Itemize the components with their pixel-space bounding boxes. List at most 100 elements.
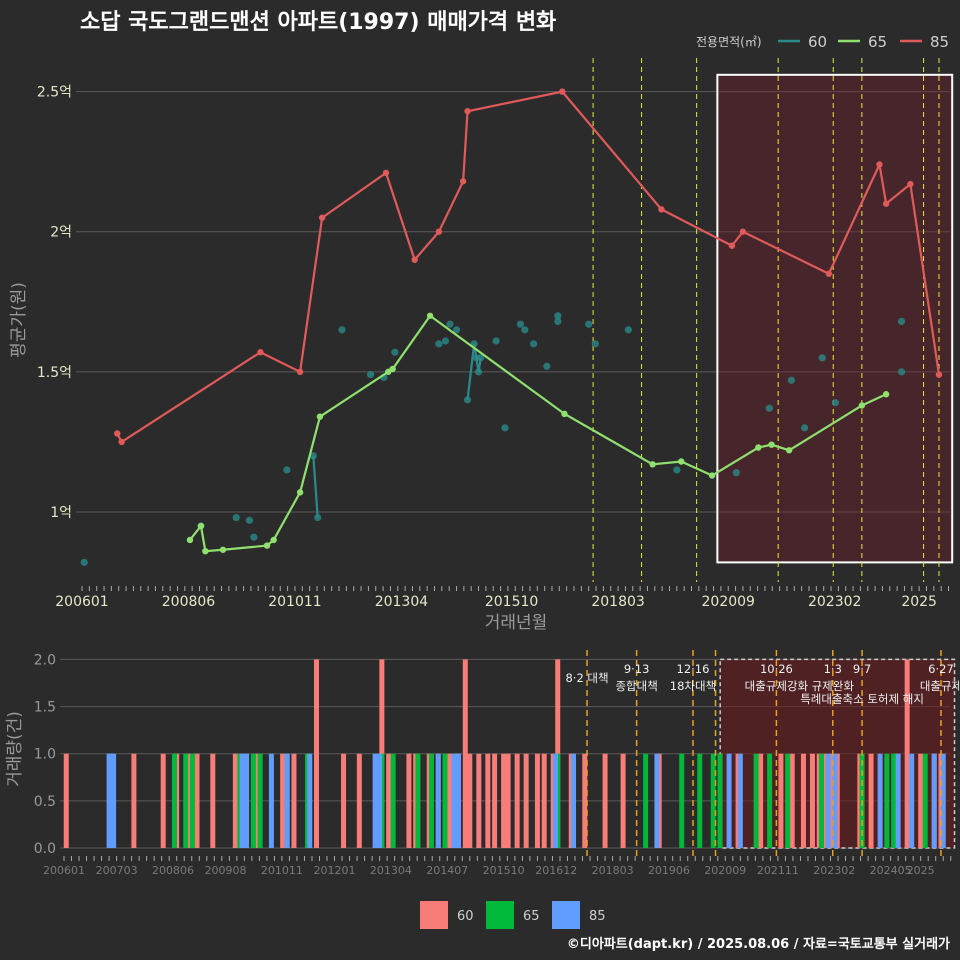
bar-85 <box>456 753 462 848</box>
bar-60 <box>386 753 392 848</box>
series-60-point <box>366 371 375 379</box>
x-tick-label: 200806 <box>152 864 194 877</box>
x-tick-label: 201304 <box>370 864 412 877</box>
series-60-point <box>530 340 538 348</box>
x-tick-label: 200601 <box>43 864 85 877</box>
series-60-point <box>732 469 740 477</box>
bar-60 <box>505 753 511 848</box>
bar-85 <box>284 753 290 848</box>
x-tick-label: 200703 <box>96 864 138 877</box>
bar-60 <box>918 753 924 848</box>
x-tick-label: 201011 <box>268 594 321 610</box>
bar-60 <box>602 753 608 848</box>
bar-65 <box>891 753 897 848</box>
series-60-point <box>673 466 681 474</box>
highlight-box <box>719 658 956 849</box>
series-65-point <box>768 441 775 448</box>
policy-label: 대출규제강화 <box>745 679 809 693</box>
series-85-point <box>739 228 747 235</box>
series-65-point <box>263 542 271 549</box>
bar-85 <box>909 753 915 848</box>
x-tick-label: 201407 <box>426 864 468 877</box>
bar-65 <box>415 753 421 848</box>
highlight-box <box>716 73 954 564</box>
series-65-point <box>389 365 396 373</box>
bar-60 <box>374 753 380 848</box>
bar-65 <box>767 753 773 848</box>
bar-60 <box>280 753 286 848</box>
x-tick-label: 200908 <box>205 864 247 877</box>
series-60-point <box>391 348 399 356</box>
bar-60 <box>356 753 362 848</box>
x-tick-label: 201906 <box>648 864 690 877</box>
policy-label: 규제완화 <box>812 679 855 693</box>
legend-label-60: 60 <box>808 33 827 51</box>
legend-key-65 <box>486 901 514 929</box>
policy-label: 1·3 <box>824 662 842 676</box>
policy-label: 12·16 <box>677 662 710 676</box>
legend-label-65: 65 <box>868 33 887 51</box>
x-tick-label: 202405 <box>870 864 912 877</box>
bar-60 <box>514 753 520 848</box>
bar-60 <box>131 753 137 848</box>
bar-85 <box>372 753 378 848</box>
series-60-point <box>897 317 906 326</box>
bar-60 <box>857 753 863 848</box>
bar-60 <box>232 753 238 848</box>
y-tick-label: 0.5 <box>34 794 56 810</box>
series-65-point <box>202 547 209 555</box>
series-85-point <box>459 178 467 185</box>
bar-65 <box>428 753 434 848</box>
policy-label: 9·13 <box>624 662 650 676</box>
bar-60 <box>789 753 795 848</box>
series-85-point <box>382 169 390 177</box>
x-tick-label: 201201 <box>314 864 356 877</box>
bar-60 <box>447 753 453 848</box>
series-85-point <box>559 88 566 95</box>
legend-title: 전용면적(㎡) <box>696 35 762 49</box>
legend-label-65: 65 <box>523 909 540 924</box>
bar-60 <box>467 753 473 848</box>
bar-60 <box>63 753 69 848</box>
bar-85 <box>268 753 274 848</box>
legend-label-60: 60 <box>457 909 474 924</box>
bar-85 <box>931 753 937 848</box>
policy-label: 10·26 <box>760 662 793 676</box>
bar-60 <box>462 659 468 848</box>
series-85-point <box>318 214 326 221</box>
bar-60 <box>821 753 827 848</box>
bar-60 <box>492 753 498 848</box>
chart-title: 소답 국도그랜드맨션 아파트(1997) 매매가격 변화 <box>80 10 557 35</box>
series-85-point <box>935 371 943 378</box>
bar-60 <box>828 753 834 848</box>
bar-65 <box>257 753 263 848</box>
bar-65 <box>250 753 256 848</box>
series-85-point <box>464 108 471 115</box>
series-85-point <box>114 430 121 437</box>
series-60-line <box>312 455 319 518</box>
bar-60 <box>210 753 216 848</box>
series-85-point <box>296 368 304 376</box>
series-60-point <box>309 452 317 460</box>
bar-60 <box>435 753 441 848</box>
bar-85 <box>737 753 743 848</box>
bar-60 <box>555 659 561 848</box>
series-60-point <box>501 424 509 432</box>
bar-60 <box>938 753 944 848</box>
y-axis-title: 평균가(원) <box>9 282 29 358</box>
series-65-point <box>678 458 685 465</box>
bar-65 <box>818 753 824 848</box>
bar-60 <box>453 753 459 848</box>
x-axis-title: 거래년월 <box>485 613 548 633</box>
x-tick-label: 201510 <box>483 864 525 877</box>
bar-85 <box>940 753 946 848</box>
x-tick-label: 202009 <box>702 594 755 610</box>
bar-60 <box>291 753 297 848</box>
bar-60 <box>313 659 319 848</box>
series-65-point <box>296 489 304 496</box>
bar-60 <box>313 753 319 848</box>
bar-65 <box>304 753 310 848</box>
bar-85 <box>111 753 117 848</box>
bar-85 <box>307 753 313 848</box>
series-60-point <box>800 424 809 432</box>
